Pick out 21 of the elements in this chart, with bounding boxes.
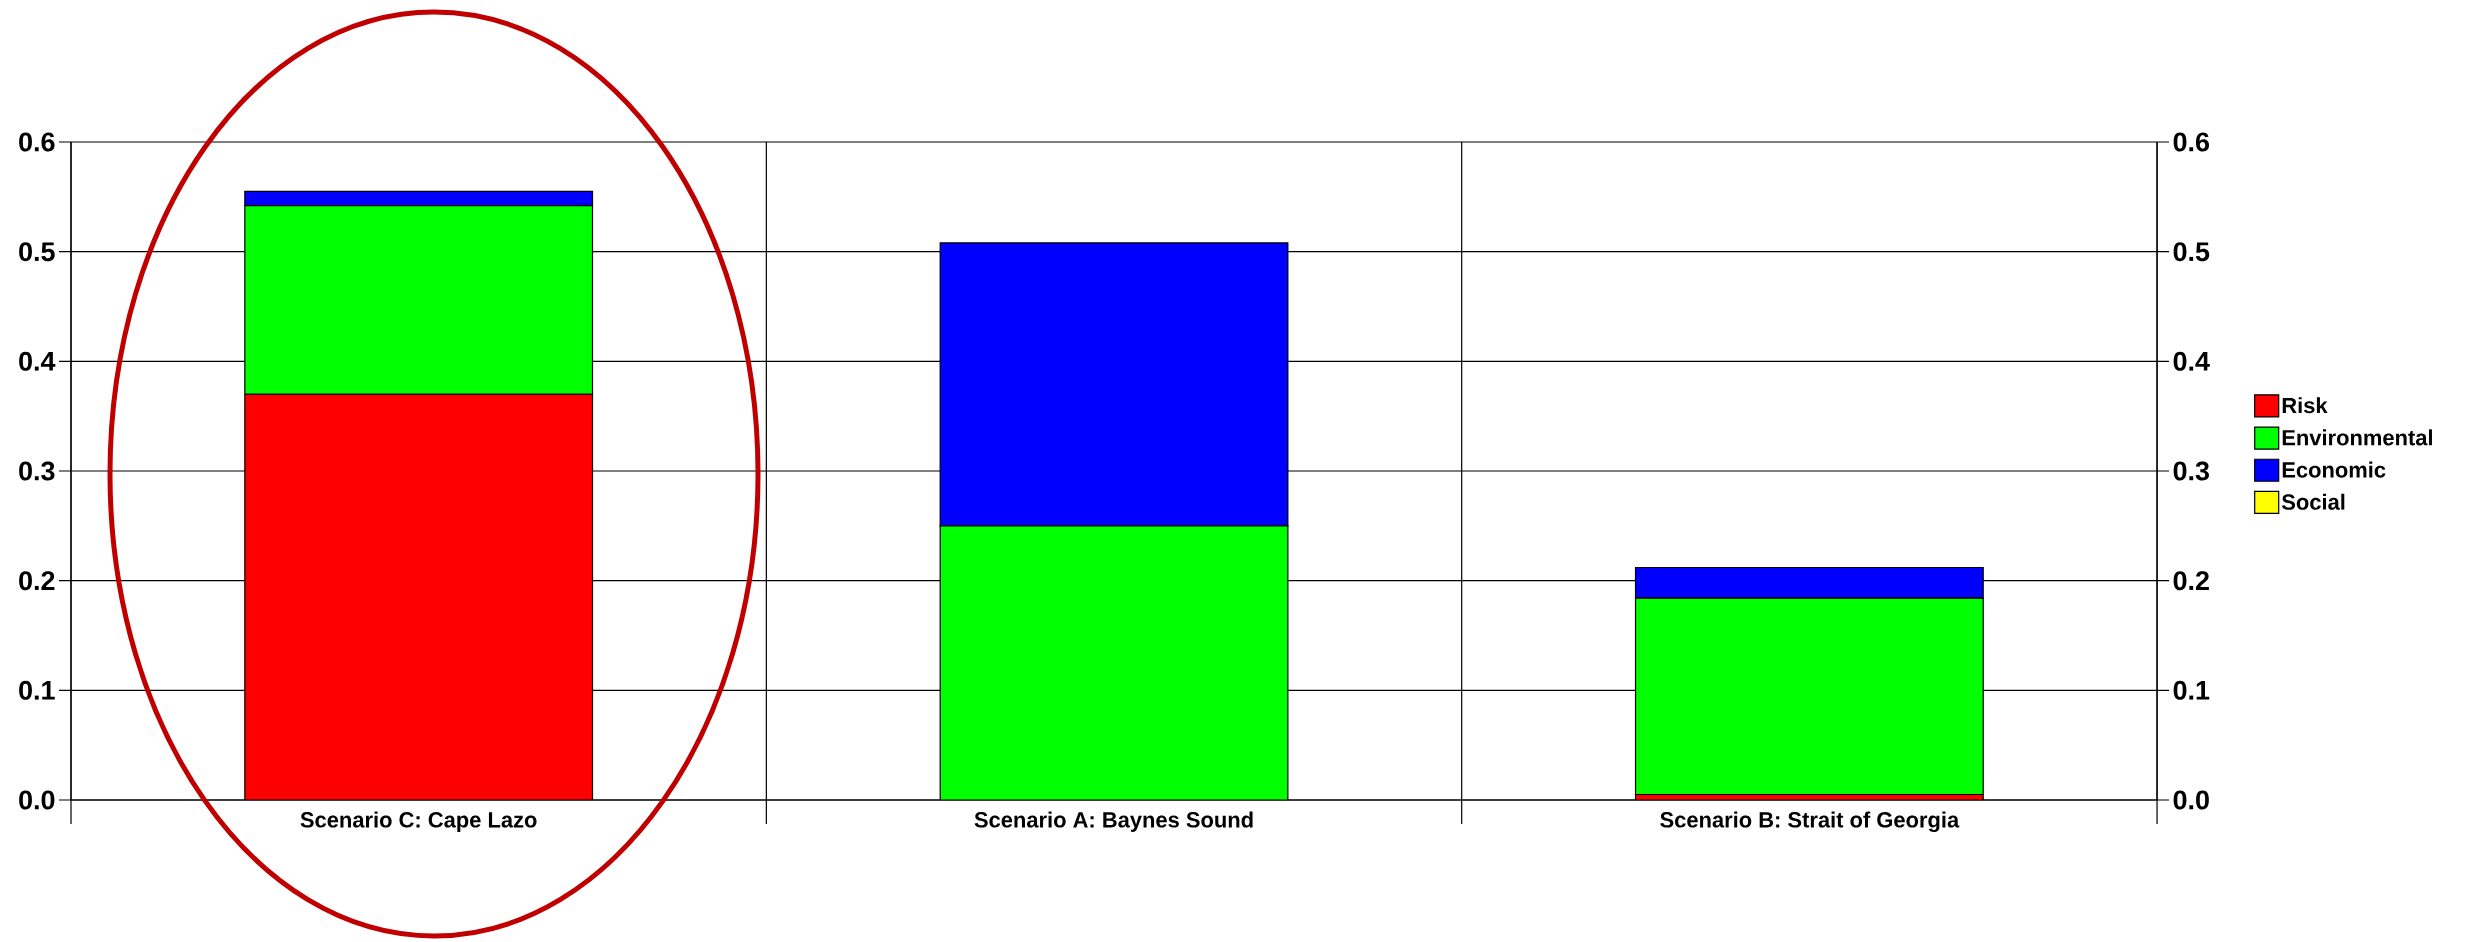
x-tick-label: Scenario A: Baynes Sound (974, 811, 1253, 832)
y-tick-label: 0.2 (19, 571, 55, 591)
y2-tick-label: 0.6 (2173, 132, 2209, 152)
legend-label: Economic (2282, 461, 2386, 478)
y2-tick-label: 0.4 (2173, 351, 2210, 371)
y-tick-label: 0.0 (19, 790, 55, 810)
legend-label: Risk (2282, 397, 2328, 414)
y2-tick-label: 0.0 (2173, 790, 2209, 810)
y-tick-label: 0.3 (19, 461, 55, 481)
legend-label: Social (2281, 493, 2345, 510)
y2-tick-label: 0.2 (2173, 571, 2209, 591)
y-tick-label: 0.5 (19, 242, 55, 262)
y2-tick-label: 0.3 (2173, 461, 2209, 481)
y-tick-label: 0.4 (19, 351, 56, 371)
legend-label: Environmental (2282, 429, 2432, 446)
x-tick-label: Scenario C: Cape Lazo (300, 811, 537, 832)
y2-tick-label: 0.1 (2173, 680, 2210, 700)
y2-tick-label: 0.5 (2173, 242, 2210, 262)
x-tick-label: Scenario B: Strait of Georgia (1660, 811, 1960, 833)
y-tick-label: 0.6 (19, 132, 55, 152)
y-tick-label: 0.1 (19, 680, 55, 700)
